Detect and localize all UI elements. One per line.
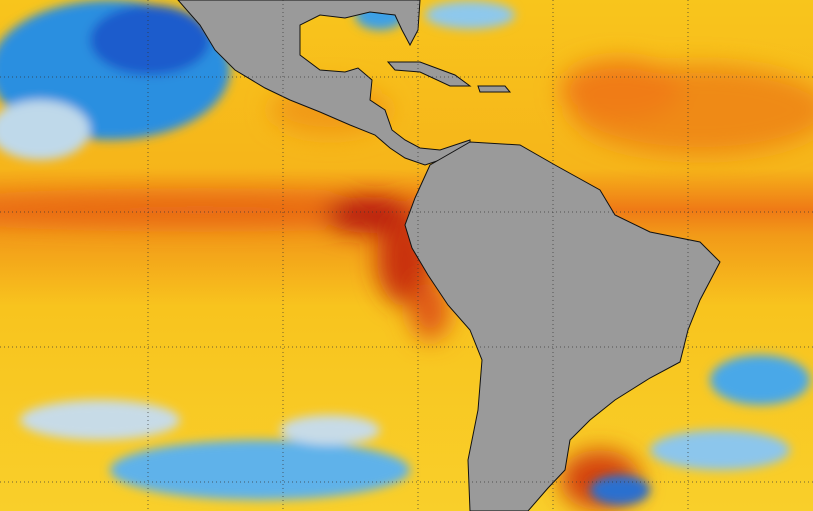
south-america xyxy=(404,141,721,511)
land xyxy=(177,0,721,511)
hispaniola xyxy=(477,85,512,93)
north-america xyxy=(177,0,471,166)
cuba xyxy=(386,61,472,87)
